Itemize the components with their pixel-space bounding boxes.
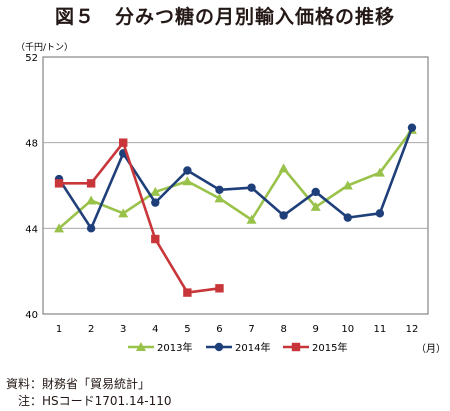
x-tick-label-10: 10 — [341, 324, 354, 335]
data-point-2015年-5 — [183, 288, 192, 297]
data-point-2013年-6 — [214, 193, 225, 203]
source-line: 資料：財務省「貿易統計」 — [6, 377, 151, 391]
data-point-2014年-4 — [151, 198, 160, 207]
plot-area-frame — [42, 56, 429, 315]
series-2013年 — [54, 124, 417, 233]
data-point-2013年-8 — [278, 163, 289, 173]
series-2014年 — [54, 123, 417, 233]
x-tick-label-5: 5 — [184, 324, 190, 335]
source-notes: 資料：財務省「貿易統計」 注：HSコード1701.14-110 — [6, 376, 172, 410]
data-point-2014年-11 — [375, 209, 385, 218]
data-point-2013年-9 — [310, 201, 321, 211]
x-tick-label-6: 6 — [216, 324, 222, 335]
data-point-2014年-12 — [407, 123, 417, 132]
data-point-2014年-6 — [215, 185, 224, 194]
legend-marker-2013年 — [136, 342, 146, 351]
y-tick-label-48: 48 — [25, 139, 38, 150]
series-line-2014年 — [57, 127, 414, 230]
x-tick-label-7: 7 — [248, 324, 254, 335]
data-point-2013年-11 — [374, 167, 385, 177]
y-axis-unit-label: （千円/トン） — [16, 42, 73, 53]
x-tick-label-12: 12 — [406, 324, 419, 335]
x-axis-unit-label: （月） — [416, 343, 446, 355]
y-tick-label-40: 40 — [25, 310, 38, 321]
legend-item-2015年: 2015年 — [283, 341, 347, 354]
x-tick-label-1: 1 — [56, 324, 62, 335]
data-point-2014年-7 — [247, 183, 256, 192]
data-point-2014年-2 — [86, 224, 96, 233]
x-tick-label-4: 4 — [152, 324, 158, 335]
data-point-2013年-2 — [86, 195, 97, 205]
x-tick-label-9: 9 — [313, 324, 319, 335]
legend-label-2013年: 2013年 — [157, 341, 192, 354]
data-point-2015年-6 — [215, 284, 224, 293]
y-tick-label-52: 52 — [25, 53, 38, 64]
data-point-2015年-3 — [119, 138, 128, 147]
data-point-2013年-1 — [54, 223, 65, 233]
legend-label-2014年: 2014年 — [235, 341, 270, 354]
data-point-2015年-1 — [54, 179, 64, 188]
data-point-2015年-2 — [86, 179, 96, 188]
legend-marker-2014年 — [214, 342, 224, 352]
x-tick-label-11: 11 — [374, 324, 387, 335]
hs-code-note: 注：HSコード1701.14-110 — [6, 394, 172, 408]
y-tick-label-44: 44 — [25, 224, 38, 235]
data-point-2013年-7 — [246, 214, 257, 224]
series-2015年 — [54, 138, 224, 297]
data-point-2013年-3 — [118, 208, 129, 218]
x-tick-label-2: 2 — [88, 324, 94, 335]
legend-item-2013年: 2013年 — [128, 341, 192, 354]
legend-marker-2015年 — [291, 342, 301, 352]
data-point-2013年-5 — [182, 176, 193, 186]
figure-title: 図５ 分みつ糖の月別輸入価格の推移 — [54, 6, 395, 28]
legend-item-2014年: 2014年 — [206, 341, 270, 354]
legend-label-2015年: 2015年 — [312, 341, 347, 354]
data-point-2014年-5 — [183, 166, 192, 175]
series-line-2015年 — [59, 141, 220, 294]
data-point-2014年-9 — [311, 187, 320, 197]
x-tick-label-3: 3 — [120, 324, 126, 335]
series-line-2013年 — [58, 129, 413, 230]
data-point-2015年-4 — [151, 234, 160, 244]
data-point-2014年-10 — [343, 213, 352, 222]
data-point-2013年-10 — [342, 180, 353, 190]
data-point-2014年-8 — [279, 211, 288, 220]
x-tick-label-8: 8 — [280, 324, 286, 335]
data-point-2013年-4 — [150, 186, 161, 196]
